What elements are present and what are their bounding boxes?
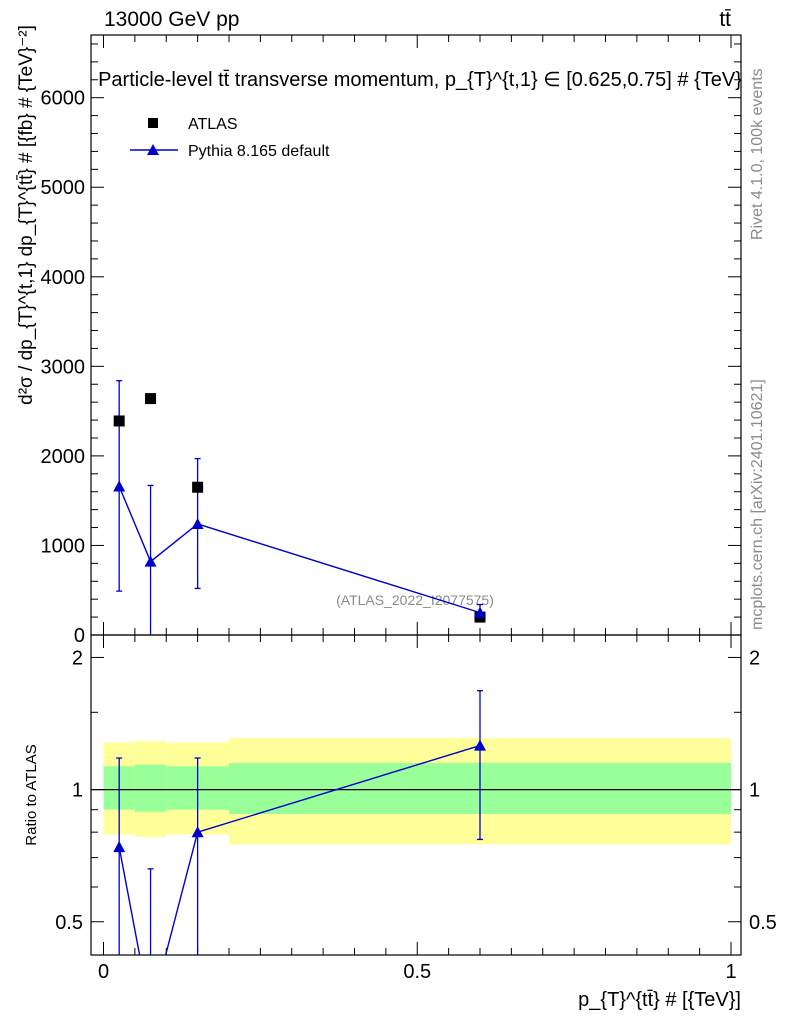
pythia-line <box>118 486 481 614</box>
y-tick-label: 3000 <box>41 356 86 378</box>
bottom-marks <box>113 690 486 1018</box>
ratio-y-tick-label-right: 1 <box>749 780 760 802</box>
atlas-point <box>192 481 204 493</box>
legend-marker-atlas <box>148 118 158 128</box>
atlas-point <box>145 393 157 405</box>
pythia-point <box>191 517 204 530</box>
bottom-ticks: 0 0.5 1 0.5 0.5 1 1 2 2 <box>55 635 777 983</box>
ratio-y-tick-label: 0.5 <box>55 912 83 934</box>
rivet-label: Rivet 4.1.0, 100k events <box>749 68 766 240</box>
ratio-y-tick-label: 2 <box>72 647 83 669</box>
y-tick-label: 1000 <box>41 535 86 557</box>
y-tick-label: 5000 <box>41 177 86 199</box>
ratio-y-label: Ratio to ATLAS <box>23 744 40 845</box>
x-axis-label: p_{T}^{tt̄} # [{TeV}] <box>578 989 741 1011</box>
watermark: (ATLAS_2022_I2077575) <box>336 592 494 608</box>
legend-label-atlas: ATLAS <box>188 116 238 133</box>
x-tick-label: 0 <box>98 961 109 983</box>
top-panel: (ATLAS_2022_I2077575) Particle-level tt̄… <box>16 25 742 647</box>
legend-label-pythia: Pythia 8.165 default <box>188 143 330 160</box>
ratio-series-group <box>113 690 486 1018</box>
y-tick-label: 6000 <box>41 88 86 110</box>
x-tick-label: 0.5 <box>403 961 431 983</box>
mcplots-label: mcplots.cern.ch [arXiv:2401.10621] <box>749 379 766 630</box>
ratio-point <box>191 826 204 838</box>
ratio-y-tick-label-right: 0.5 <box>749 912 777 934</box>
ratio-y-tick-label-right: 2 <box>749 647 760 669</box>
top-ticks: 1000 2000 3000 4000 5000 6000 0 <box>41 35 741 647</box>
bottom-panel-frame <box>90 634 742 956</box>
pythia-point <box>113 480 126 492</box>
ratio-point <box>145 1007 157 1018</box>
x-tick-label: 1 <box>725 961 736 983</box>
bottom-panel: Ratio to ATLAS p_{T}^{tt̄} # [{TeV}] 0 0.… <box>23 634 777 1018</box>
header-left: 13000 GeV pp <box>104 8 239 31</box>
top-marks <box>113 380 486 635</box>
ratio-y-tick-label: 1 <box>72 780 83 802</box>
chart-title: Particle-level tt̄ transverse momentum, … <box>98 69 742 91</box>
ratio-bands <box>91 738 741 845</box>
legend-marker-pythia <box>147 144 159 155</box>
ratio-line <box>118 744 481 955</box>
legend: ATLAS Pythia 8.165 default <box>130 116 330 160</box>
y-tick-label-zero: 0 <box>74 625 85 647</box>
y-tick-label: 4000 <box>41 267 86 289</box>
ratio-point <box>113 841 126 853</box>
y-axis-label: d²σ / dp_{T}^{t,1} dp_{T}^{tt̄} # [{fb} … <box>16 25 37 405</box>
ratio-point <box>474 739 486 751</box>
pythia-point <box>144 555 157 567</box>
inner-band <box>134 764 167 812</box>
header-right: tt̄ <box>719 8 731 31</box>
y-tick-label: 2000 <box>41 446 86 468</box>
atlas-point <box>113 415 125 427</box>
pythia-point <box>474 606 486 618</box>
